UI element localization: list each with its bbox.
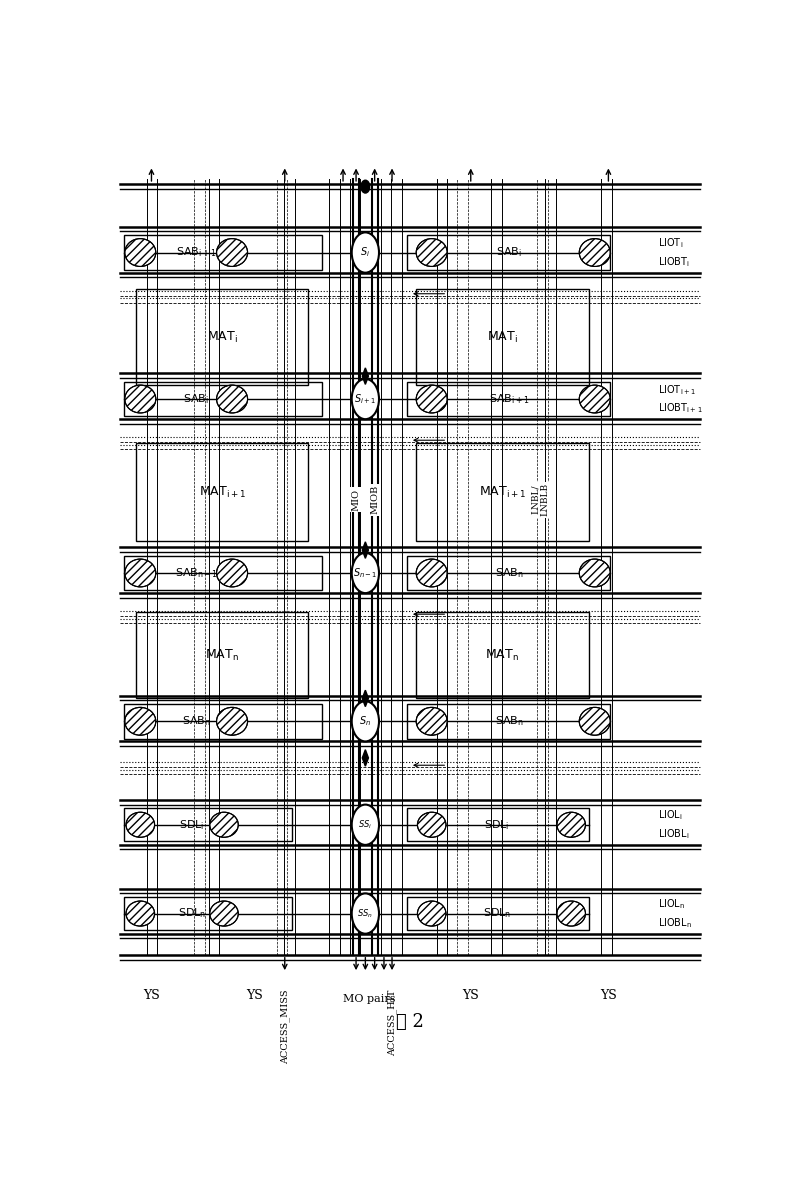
Bar xyxy=(407,235,610,270)
Bar xyxy=(407,382,610,416)
Bar xyxy=(123,235,322,270)
Bar xyxy=(136,612,308,698)
Ellipse shape xyxy=(557,812,586,837)
Text: $\mathrm{MAT_i}$: $\mathrm{MAT_i}$ xyxy=(487,329,518,345)
Text: $\mathrm{SAB_{n-1}}$: $\mathrm{SAB_{n-1}}$ xyxy=(174,566,218,580)
Ellipse shape xyxy=(579,385,610,413)
Text: $\mathrm{MAT_{i+1}}$: $\mathrm{MAT_{i+1}}$ xyxy=(198,484,246,499)
Text: $\mathrm{SDL_i}$: $\mathrm{SDL_i}$ xyxy=(484,818,510,831)
Bar xyxy=(416,289,589,385)
Text: MO pairs: MO pairs xyxy=(343,994,396,1004)
Ellipse shape xyxy=(416,239,447,266)
Bar xyxy=(123,555,322,591)
Circle shape xyxy=(352,702,379,742)
Ellipse shape xyxy=(125,559,156,587)
Text: $\mathrm{LIOL_n}$: $\mathrm{LIOL_n}$ xyxy=(658,898,686,911)
Text: ACCESS_MISS: ACCESS_MISS xyxy=(280,989,290,1064)
Text: $\mathrm{SDL_i}$: $\mathrm{SDL_i}$ xyxy=(179,818,205,831)
Text: $S_{{n-1}}$: $S_{{n-1}}$ xyxy=(353,566,378,580)
Text: $\mathrm{LIOBL_i}$: $\mathrm{LIOBL_i}$ xyxy=(658,828,690,841)
Text: $\mathrm{LIOBT_i}$: $\mathrm{LIOBT_i}$ xyxy=(658,254,690,269)
Text: ACCESS_HIT: ACCESS_HIT xyxy=(387,989,397,1056)
Ellipse shape xyxy=(416,385,447,413)
Bar xyxy=(136,443,308,541)
Text: $SS_{i}$: $SS_{i}$ xyxy=(358,818,373,831)
Text: $\mathrm{LIOL_i}$: $\mathrm{LIOL_i}$ xyxy=(658,809,682,823)
Text: $\mathrm{MAT_{i+1}}$: $\mathrm{MAT_{i+1}}$ xyxy=(479,484,526,499)
Bar xyxy=(407,897,589,930)
Text: $\mathrm{SDL_n}$: $\mathrm{SDL_n}$ xyxy=(482,907,511,920)
Bar xyxy=(123,382,322,416)
Ellipse shape xyxy=(126,901,154,926)
Circle shape xyxy=(352,805,379,845)
Text: YS: YS xyxy=(143,989,160,1002)
Ellipse shape xyxy=(217,707,247,735)
Polygon shape xyxy=(362,690,369,706)
Text: $\mathrm{SDL_n}$: $\mathrm{SDL_n}$ xyxy=(178,907,206,920)
Text: MIO: MIO xyxy=(351,489,361,511)
Ellipse shape xyxy=(125,707,156,735)
Text: $\mathrm{LIOT_{i+1}}$: $\mathrm{LIOT_{i+1}}$ xyxy=(658,383,696,397)
Ellipse shape xyxy=(217,385,247,413)
Bar xyxy=(123,809,292,842)
Text: $S_{{i+1}}$: $S_{{i+1}}$ xyxy=(354,392,376,405)
Text: $\mathrm{SAB_{i+1}}$: $\mathrm{SAB_{i+1}}$ xyxy=(489,392,530,405)
Bar xyxy=(123,704,322,738)
Ellipse shape xyxy=(210,812,238,837)
Circle shape xyxy=(352,232,379,272)
Text: $\mathrm{LIOT_i}$: $\mathrm{LIOT_i}$ xyxy=(658,237,683,251)
Ellipse shape xyxy=(125,239,156,266)
Text: YS: YS xyxy=(246,989,263,1002)
Circle shape xyxy=(352,553,379,593)
Text: YS: YS xyxy=(600,989,617,1002)
Text: $SS_{n}$: $SS_{n}$ xyxy=(358,907,374,920)
Bar xyxy=(136,289,308,385)
Ellipse shape xyxy=(217,239,247,266)
Bar xyxy=(416,443,589,541)
Text: $S_{i}$: $S_{i}$ xyxy=(360,246,370,259)
Polygon shape xyxy=(362,750,369,766)
Ellipse shape xyxy=(579,559,610,587)
Polygon shape xyxy=(362,367,369,384)
Ellipse shape xyxy=(418,812,446,837)
Ellipse shape xyxy=(125,385,156,413)
Text: $\mathrm{SAB_n}$: $\mathrm{SAB_n}$ xyxy=(182,715,210,728)
Text: MIOB: MIOB xyxy=(370,485,379,515)
Text: $\mathrm{SAB_n}$: $\mathrm{SAB_n}$ xyxy=(495,566,523,580)
Text: $\mathrm{SAB_i}$: $\mathrm{SAB_i}$ xyxy=(496,246,522,259)
Text: LNBL/
LNBLB: LNBL/ LNBLB xyxy=(530,483,550,516)
Ellipse shape xyxy=(418,901,446,926)
Text: $\mathrm{MAT_n}$: $\mathrm{MAT_n}$ xyxy=(486,648,519,663)
Text: 图 2: 图 2 xyxy=(396,1013,424,1031)
Ellipse shape xyxy=(416,559,447,587)
Text: $\mathrm{LIOBL_n}$: $\mathrm{LIOBL_n}$ xyxy=(658,916,692,930)
Text: $\mathrm{SAB_{i+1}}$: $\mathrm{SAB_{i+1}}$ xyxy=(176,246,216,259)
Circle shape xyxy=(352,893,379,933)
Text: $\mathrm{MAT_i}$: $\mathrm{MAT_i}$ xyxy=(206,329,238,345)
Text: $\mathrm{LIOBT_{i+1}}$: $\mathrm{LIOBT_{i+1}}$ xyxy=(658,401,702,415)
Text: $S_{n}$: $S_{n}$ xyxy=(359,715,371,728)
Bar xyxy=(123,897,292,930)
Ellipse shape xyxy=(217,559,247,587)
Bar xyxy=(407,809,589,842)
Ellipse shape xyxy=(416,707,447,735)
Bar xyxy=(407,704,610,738)
Ellipse shape xyxy=(579,239,610,266)
Text: YS: YS xyxy=(462,989,479,1002)
Ellipse shape xyxy=(210,901,238,926)
Circle shape xyxy=(352,379,379,420)
Bar xyxy=(416,612,589,698)
Polygon shape xyxy=(362,542,369,559)
Ellipse shape xyxy=(557,901,586,926)
Ellipse shape xyxy=(579,707,610,735)
Ellipse shape xyxy=(126,812,154,837)
Text: $\mathrm{SAB_n}$: $\mathrm{SAB_n}$ xyxy=(495,715,523,728)
Circle shape xyxy=(361,181,370,193)
Bar xyxy=(407,555,610,591)
Text: $\mathrm{SAB_i}$: $\mathrm{SAB_i}$ xyxy=(183,392,209,405)
Text: $\mathrm{MAT_n}$: $\mathrm{MAT_n}$ xyxy=(206,648,239,663)
